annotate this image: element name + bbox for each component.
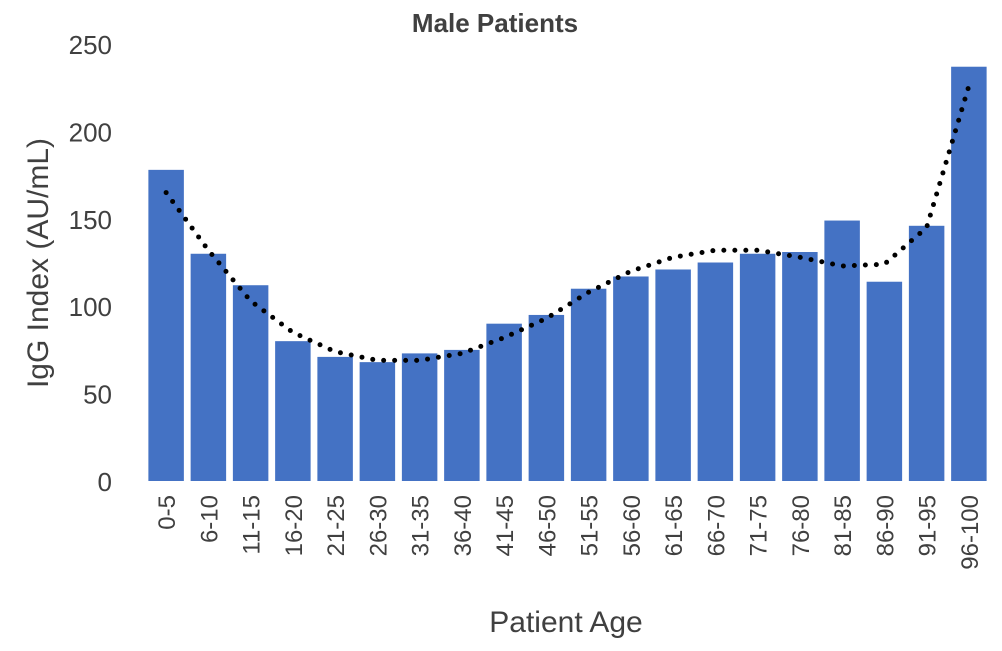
x-tick-label: 76-80 [788, 495, 815, 556]
x-tick-label: 51-55 [577, 495, 604, 556]
bar [824, 220, 860, 481]
x-tick-label: 16-20 [281, 495, 308, 556]
x-tick-label: 26-30 [365, 495, 392, 556]
bar [613, 276, 649, 481]
x-tick-label: 31-35 [408, 495, 435, 556]
y-tick-label: 0 [98, 467, 112, 497]
y-tick-label: 50 [83, 380, 112, 410]
y-tick-label: 150 [69, 205, 112, 235]
bar [401, 353, 438, 481]
x-tick-label: 41-45 [492, 495, 519, 556]
x-tick-label: 46-50 [534, 495, 561, 556]
x-tick-label: 81-85 [830, 495, 857, 556]
x-tick-label: 71-75 [746, 495, 773, 556]
x-tick-label: 86-90 [872, 495, 899, 556]
bar [317, 356, 353, 481]
bar [655, 269, 691, 481]
x-tick-label: 11-15 [239, 495, 266, 555]
bar [528, 314, 565, 481]
bar [697, 262, 734, 481]
x-tick-label: 96-100 [957, 495, 984, 570]
chart-title: Male Patients [412, 8, 578, 38]
bar [232, 285, 269, 481]
x-tick-label: 21-25 [323, 495, 350, 556]
y-tick-label: 250 [69, 30, 112, 60]
bar [190, 253, 227, 481]
bar [444, 349, 480, 481]
x-tick-label: 36-40 [450, 495, 477, 556]
y-axis-title: IgG Index (AU/mL) [22, 138, 55, 388]
x-tick-label: 56-60 [619, 495, 646, 556]
x-tick-label: 66-70 [703, 495, 730, 556]
bar [359, 362, 396, 481]
bar [486, 323, 522, 481]
x-axis-title: Patient Age [489, 606, 642, 639]
bar [782, 252, 818, 481]
bar [148, 169, 184, 481]
trendline [163, 83, 972, 363]
bar [866, 281, 903, 481]
bar [275, 341, 311, 481]
x-tick-label: 61-65 [661, 495, 688, 556]
bar [908, 225, 945, 481]
y-tick-label: 100 [69, 292, 112, 322]
x-tick-label: 6-10 [196, 495, 223, 543]
x-tick-label: 91-95 [915, 495, 942, 556]
bar [951, 66, 987, 481]
x-tick-label: 0-5 [154, 495, 181, 530]
bar [739, 253, 776, 481]
bar [570, 288, 607, 481]
y-tick-label: 200 [69, 117, 112, 147]
